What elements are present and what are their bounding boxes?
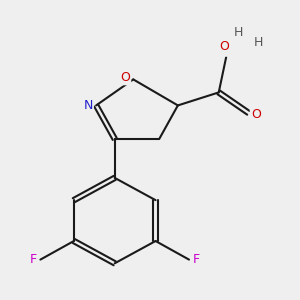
Text: O: O: [120, 71, 130, 84]
Text: O: O: [219, 40, 229, 53]
Text: H: H: [233, 26, 243, 40]
Text: O: O: [219, 42, 229, 56]
Text: H: H: [254, 36, 263, 49]
Text: N: N: [83, 99, 93, 112]
Text: F: F: [193, 253, 200, 266]
Text: F: F: [29, 253, 37, 266]
Text: O: O: [251, 108, 261, 121]
